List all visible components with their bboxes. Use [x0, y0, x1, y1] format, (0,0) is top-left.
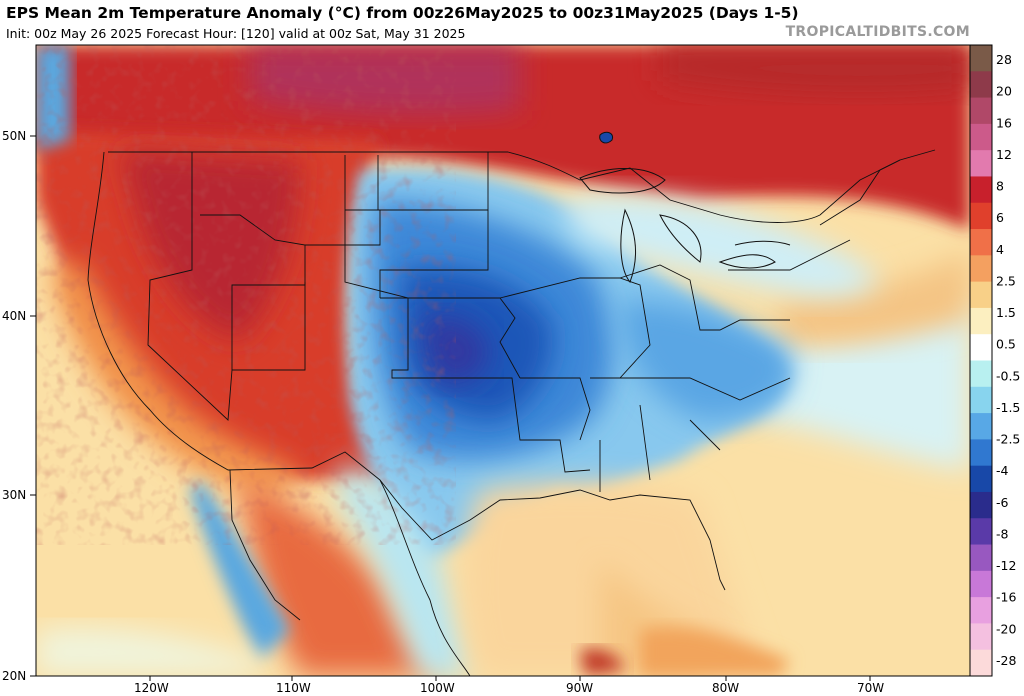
colorbar-swatch: [970, 465, 992, 493]
lat-label: 30N: [2, 488, 26, 502]
lon-label: 80W: [712, 681, 739, 695]
colorbar-swatch: [970, 518, 992, 546]
colorbar-swatch: [970, 71, 992, 99]
colorbar-label: -2.5: [996, 432, 1020, 447]
colorbar-swatch: [970, 45, 992, 72]
colorbar-swatch: [970, 439, 992, 467]
colorbar-label: 4: [996, 242, 1004, 257]
colorbar-label: 8: [996, 179, 1004, 194]
colorbar-swatch: [970, 623, 992, 651]
colorbar-label: -6: [996, 495, 1009, 510]
page-subtitle: Init: 00z May 26 2025 Forecast Hour: [12…: [6, 26, 466, 41]
colorbar-label: 20: [996, 84, 1012, 99]
colorbar-label: 0.5: [996, 337, 1016, 352]
colorbar-labels: 28 20 16 12 8 6 4 2.5 1.5 0.5 -0.5 -1.5 -2.5 -4 -6 -8 -1…: [996, 52, 1020, 668]
colorbar-swatch: [970, 334, 992, 361]
colorbar-swatch: [970, 229, 992, 256]
colorbar-swatch: [970, 570, 992, 598]
colorbar-swatch: [970, 307, 992, 335]
colorbar-label: 2.5: [996, 273, 1016, 288]
colorbar-swatch: [970, 491, 992, 519]
lat-label: 50N: [2, 129, 26, 143]
colorbar-label: -1.5: [996, 400, 1020, 415]
lon-label: 110W: [276, 681, 311, 695]
colorbar-swatch: [970, 150, 992, 177]
axis-ticks: [30, 135, 871, 681]
colorbar-swatch: [970, 202, 992, 230]
colorbar: [969, 44, 993, 677]
colorbar-swatch: [970, 413, 992, 440]
colorbar-swatch: [970, 360, 992, 388]
colorbar-label: -28: [996, 653, 1016, 668]
colorbar-swatch: [970, 544, 992, 572]
colorbar-swatch: [970, 597, 992, 624]
lon-label: 70W: [857, 681, 884, 695]
grid-labels: 50N 40N 30N 20N 120W 110W 100W 90W 80W 7…: [2, 129, 884, 695]
lon-label: 120W: [134, 681, 169, 695]
colorbar-label: 1.5: [996, 305, 1016, 320]
colorbar-swatch: [970, 97, 992, 125]
lat-label: 40N: [2, 309, 26, 323]
colorbar-swatch: [970, 386, 992, 414]
colorbar-frame: [969, 44, 993, 677]
anomaly-field: [36, 45, 970, 676]
colorbar-label: -20: [996, 621, 1016, 636]
lon-label: 100W: [420, 681, 455, 695]
colorbar-label: 6: [996, 210, 1004, 225]
colorbar-label: 12: [996, 147, 1012, 162]
lon-label: 90W: [566, 681, 593, 695]
great-lakes-outline: [579, 131, 791, 283]
colorbar-label: 28: [996, 52, 1012, 67]
colorbar-label: -12: [996, 558, 1016, 573]
colorbar-swatch: [970, 649, 992, 677]
lat-label: 20N: [2, 669, 26, 683]
colorbar-label: 16: [996, 115, 1012, 130]
credit-watermark: TROPICALTIDBITS.COM: [785, 24, 970, 40]
colorbar-label: -0.5: [996, 368, 1020, 383]
colorbar-swatch: [970, 176, 992, 204]
colorbar-swatch: [970, 281, 992, 309]
colorbar-label: -16: [996, 590, 1016, 605]
page-title: EPS Mean 2m Temperature Anomaly (°C) fro…: [6, 4, 799, 22]
colorbar-swatch: [970, 255, 992, 283]
colorbar-label: -8: [996, 526, 1009, 541]
colorbar-swatch: [970, 123, 992, 151]
colorbar-label: -4: [996, 463, 1009, 478]
boundaries-layer: [87, 149, 936, 676]
